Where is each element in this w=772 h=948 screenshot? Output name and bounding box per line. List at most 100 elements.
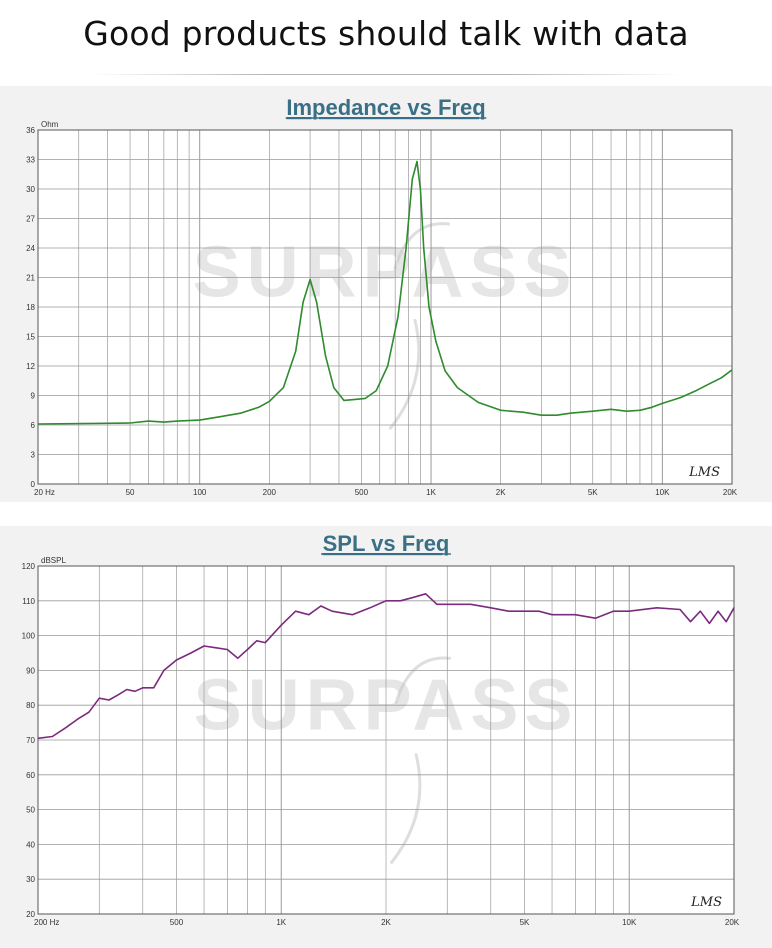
- x-tick-label: 20K: [725, 918, 740, 927]
- data-point: [651, 406, 653, 408]
- data-point: [65, 727, 67, 729]
- data-point: [385, 600, 387, 602]
- y-tick-label: 80: [26, 701, 35, 710]
- y-tick-label: 6: [31, 421, 36, 430]
- y-tick-label: 27: [26, 215, 35, 224]
- x-tick-label: 200: [263, 488, 277, 497]
- y-tick-label: 120: [22, 562, 36, 571]
- data-point: [551, 614, 553, 616]
- x-tick-label: 20 Hz: [34, 488, 55, 497]
- data-point: [717, 610, 719, 612]
- y-tick-label: 18: [26, 303, 35, 312]
- y-tick-label: 70: [26, 736, 35, 745]
- y-tick-label: 9: [31, 392, 36, 401]
- data-point: [37, 423, 39, 425]
- data-point: [199, 419, 201, 421]
- data-point: [574, 614, 576, 616]
- data-point: [163, 421, 165, 423]
- data-point: [656, 607, 658, 609]
- data-point: [309, 278, 311, 281]
- x-tick-label: 200 Hz: [34, 918, 59, 927]
- x-tick-label: 50: [126, 488, 135, 497]
- y-tick-label: 30: [26, 875, 35, 884]
- data-point: [612, 610, 614, 612]
- data-point: [239, 412, 241, 414]
- data-point: [217, 416, 219, 418]
- data-point: [680, 396, 682, 399]
- data-point: [134, 690, 136, 692]
- data-point: [661, 402, 664, 404]
- data-point: [725, 621, 727, 623]
- x-tick-label: 10K: [622, 918, 637, 927]
- data-point: [126, 688, 128, 691]
- x-tick-label: 2K: [381, 918, 391, 927]
- data-point: [333, 387, 335, 389]
- y-tick-label: 110: [22, 597, 35, 606]
- x-tick-label: 5K: [520, 918, 530, 927]
- data-point: [163, 669, 165, 671]
- data-point: [308, 614, 310, 616]
- data-point: [522, 411, 524, 413]
- y-tick-label: 40: [26, 840, 35, 849]
- data-point: [399, 600, 401, 602]
- y-tick-label: 12: [26, 362, 35, 371]
- data-point: [709, 383, 711, 385]
- data-point: [540, 414, 543, 416]
- watermark-text: SURPASS: [193, 232, 578, 312]
- data-point: [695, 390, 697, 392]
- data-point: [282, 387, 284, 389]
- data-point: [411, 178, 413, 180]
- chart-title: Impedance vs Freq: [286, 95, 485, 120]
- plot-frame: [37, 129, 733, 485]
- data-point: [397, 316, 399, 318]
- y-tick-label: 15: [26, 333, 35, 342]
- data-point: [470, 603, 472, 605]
- data-point: [142, 687, 144, 689]
- data-point: [679, 608, 681, 611]
- data-point: [369, 607, 371, 609]
- data-point: [538, 610, 540, 612]
- data-point: [435, 340, 437, 342]
- y-tick-label: 3: [31, 451, 36, 460]
- watermark-swoosh: [394, 656, 451, 704]
- data-point: [117, 694, 119, 696]
- x-tick-label: 1K: [276, 918, 286, 927]
- spl-chart-panel: SURPASSSPL vs FreqdBSPL20304050607080901…: [0, 526, 772, 948]
- data-point: [153, 687, 155, 689]
- data-point: [444, 370, 446, 372]
- data-point: [129, 422, 131, 424]
- data-point: [215, 647, 217, 649]
- data-point: [351, 614, 353, 616]
- data-point: [446, 603, 448, 605]
- y-tick-label: 0: [31, 480, 36, 489]
- data-point: [594, 617, 597, 619]
- data-point: [237, 657, 239, 659]
- data-point: [556, 414, 558, 416]
- data-point: [256, 640, 258, 642]
- data-point: [364, 397, 366, 399]
- x-tick-label: 20K: [723, 488, 738, 497]
- data-point: [628, 610, 630, 612]
- data-point: [733, 607, 735, 609]
- lms-annotation: LMS: [688, 465, 720, 480]
- data-point: [436, 603, 438, 605]
- y-tick-label: 20: [26, 910, 35, 919]
- data-point: [77, 718, 79, 720]
- data-point: [354, 398, 356, 400]
- data-point: [405, 247, 407, 249]
- data-point: [147, 420, 149, 422]
- data-point: [419, 188, 421, 190]
- y-tick-label: 24: [26, 244, 35, 253]
- data-point: [423, 247, 425, 249]
- data-point: [592, 410, 594, 412]
- data-point: [610, 408, 612, 410]
- data-point: [98, 697, 100, 699]
- data-point: [295, 610, 297, 612]
- data-point: [175, 659, 178, 661]
- banner-divider: [90, 74, 682, 75]
- data-point: [203, 645, 205, 647]
- x-tick-label: 5K: [588, 488, 598, 497]
- data-point: [416, 160, 418, 163]
- watermark-swoosh: [393, 222, 450, 270]
- data-point: [302, 301, 304, 303]
